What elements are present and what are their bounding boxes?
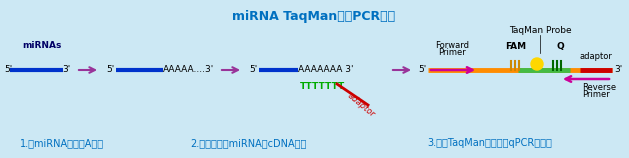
Text: Primer: Primer	[438, 48, 466, 57]
Text: 5': 5'	[4, 66, 12, 75]
Text: FAM: FAM	[506, 42, 526, 51]
Text: 5': 5'	[249, 66, 257, 75]
Text: TaqMan Probe: TaqMan Probe	[509, 26, 571, 35]
Text: miRNA TaqMan定量PCR流程: miRNA TaqMan定量PCR流程	[233, 10, 396, 23]
Text: 3.利用TaqMan探针进行qPCR检测。: 3.利用TaqMan探针进行qPCR检测。	[428, 138, 552, 148]
Text: Q: Q	[556, 42, 564, 51]
Text: Reverse: Reverse	[582, 83, 616, 92]
Text: AAAAAAA 3': AAAAAAA 3'	[298, 66, 353, 75]
Text: Forward: Forward	[435, 41, 469, 50]
Text: 5': 5'	[418, 66, 426, 75]
Text: 2.反转录获得miRNA的cDNA产物: 2.反转录获得miRNA的cDNA产物	[190, 138, 306, 148]
Text: miRNAs: miRNAs	[22, 41, 62, 50]
Text: 3': 3'	[614, 66, 622, 75]
Circle shape	[531, 58, 543, 70]
Text: TTTTTTT: TTTTTTT	[300, 82, 345, 91]
Text: adaptor: adaptor	[346, 91, 377, 119]
Text: 1.对miRNA进行加A反应: 1.对miRNA进行加A反应	[20, 138, 104, 148]
Text: 3': 3'	[62, 66, 70, 75]
Text: P: P	[534, 60, 540, 69]
Text: 5': 5'	[106, 66, 114, 75]
Text: adaptor: adaptor	[580, 52, 613, 61]
Text: AAAAA....3': AAAAA....3'	[163, 66, 214, 75]
Text: Primer: Primer	[582, 90, 610, 99]
